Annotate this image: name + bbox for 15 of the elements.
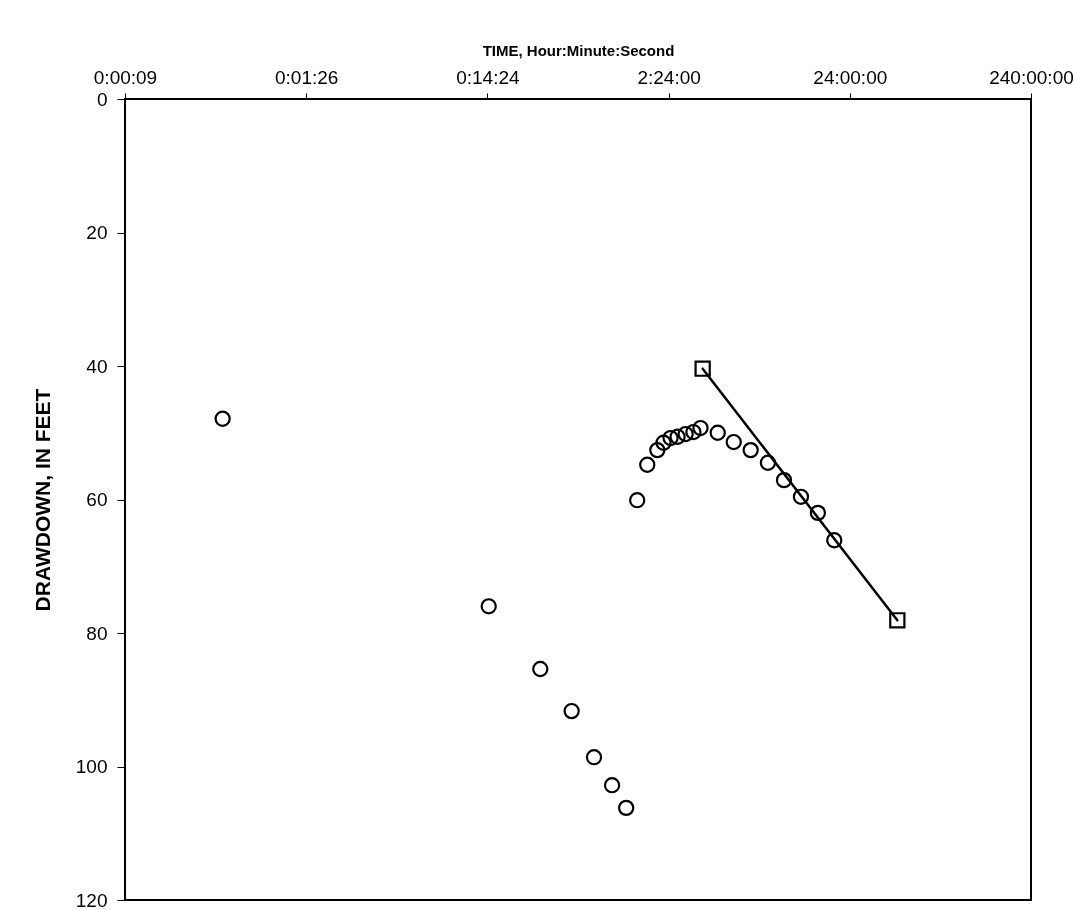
y-tick-label: 100 bbox=[75, 756, 108, 777]
x-tick-label: 24:00:00 bbox=[813, 66, 888, 88]
x-tick-label: 0:00:09 bbox=[93, 66, 158, 88]
y-tick-label: 60 bbox=[86, 489, 108, 510]
x-tick-label: 0:01:26 bbox=[275, 66, 339, 88]
x-tick-label: 2:24:00 bbox=[637, 66, 701, 88]
y-tick-label: 40 bbox=[86, 355, 108, 377]
x-tick-label: 0:14:24 bbox=[456, 66, 521, 88]
x-tick-label: 240:00:00 bbox=[989, 66, 1074, 88]
y-tick-label: 0 bbox=[96, 88, 108, 110]
x-axis-title: TIME, Hour:Minute:Second bbox=[482, 41, 675, 59]
y-tick-label: 80 bbox=[86, 622, 108, 644]
y-axis-title: DRAWDOWN, IN FEET bbox=[30, 388, 54, 612]
y-tick-label: 20 bbox=[86, 222, 108, 243]
y-tick-label: 120 bbox=[75, 889, 108, 910]
